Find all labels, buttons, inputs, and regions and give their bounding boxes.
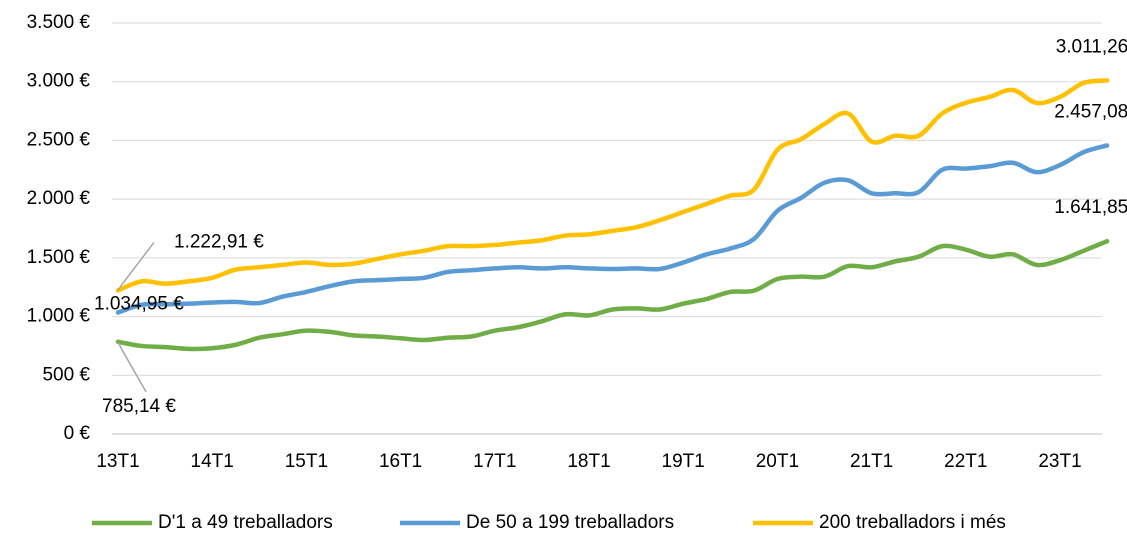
data-label: 1.034,95 € xyxy=(94,293,184,314)
y-tick-label: 2.000 € xyxy=(27,188,91,209)
line xyxy=(115,238,1110,352)
x-tick-label: 17T1 xyxy=(473,451,516,472)
y-tick-label: 0 € xyxy=(64,423,91,444)
x-tick-label: 14T1 xyxy=(191,451,234,472)
data-label: 3.011,26 € xyxy=(1056,36,1127,57)
y-tick-label: 1.000 € xyxy=(27,306,91,327)
leader-line xyxy=(117,241,155,291)
data-label: 785,14 € xyxy=(102,396,176,417)
legend-label: De 50 a 199 treballadors xyxy=(466,512,674,533)
x-tick-label: 18T1 xyxy=(567,451,610,472)
x-tick-label: 22T1 xyxy=(944,451,987,472)
line xyxy=(115,143,1110,315)
x-tick-label: 13T1 xyxy=(96,451,139,472)
y-tick-label: 3.000 € xyxy=(27,71,91,92)
y-tick-label: 1.500 € xyxy=(27,247,91,268)
leader-line xyxy=(117,341,147,393)
y-tick-label: 2.500 € xyxy=(27,129,91,150)
line xyxy=(115,78,1110,293)
x-tick-label: 20T1 xyxy=(756,451,799,472)
data-label: 1.222,91 € xyxy=(174,231,264,252)
x-tick-label: 15T1 xyxy=(285,451,328,472)
x-tick-label: 21T1 xyxy=(850,451,893,472)
legend-label: D'1 a 49 treballadors xyxy=(158,512,333,533)
legend-label: 200 treballadors i més xyxy=(819,512,1006,533)
x-tick-label: 16T1 xyxy=(379,451,422,472)
x-tick-label: 19T1 xyxy=(662,451,705,472)
y-tick-label: 3.500 € xyxy=(27,12,91,33)
x-tick-label: 23T1 xyxy=(1038,451,1081,472)
data-label: 1.641,85 € xyxy=(1054,197,1127,218)
y-tick-label: 500 € xyxy=(42,364,90,385)
data-label: 2.457,08 € xyxy=(1054,101,1127,122)
